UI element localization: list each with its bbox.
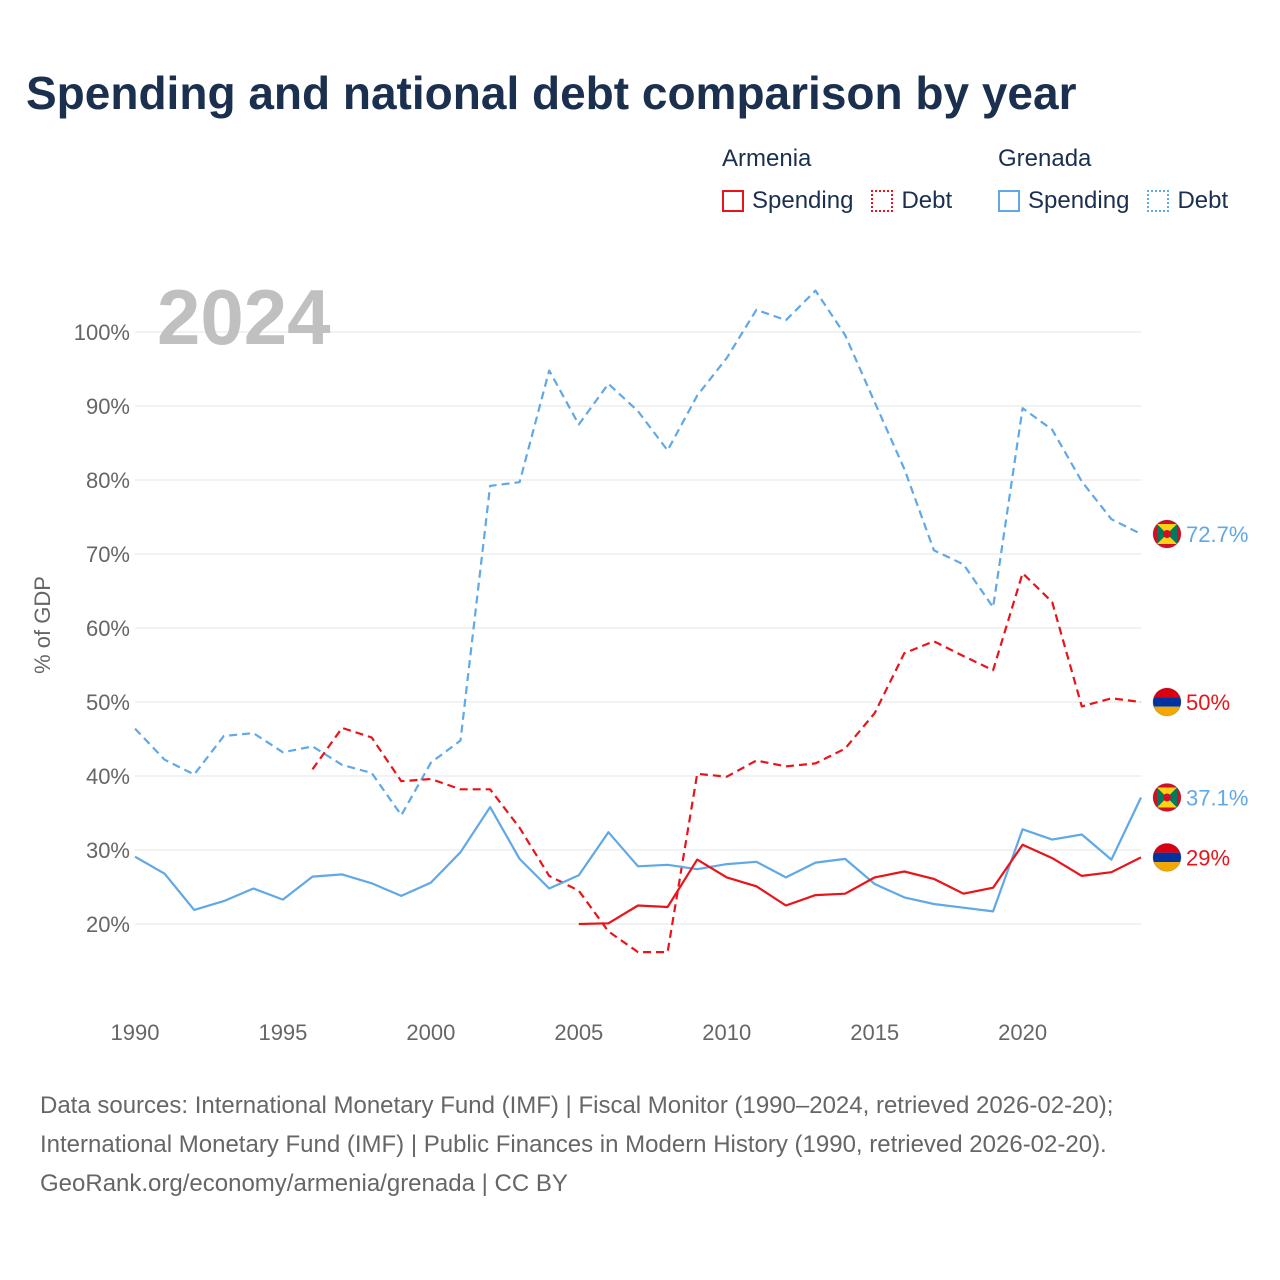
x-tick-label: 1995 bbox=[258, 1020, 307, 1045]
armenia-flag-icon bbox=[1152, 842, 1182, 872]
grenada-flag-icon bbox=[1152, 519, 1182, 549]
line-chart: 2024 % of GDP 20% 30% 40% 50% 60% 70% 80% 90% 10… bbox=[30, 273, 1248, 1045]
footer-attribution[interactable]: GeoRank.org/economy/armenia/grenada | CC… bbox=[40, 1170, 568, 1197]
end-markers: 72.7% 50% 37.1% 29% bbox=[1152, 519, 1248, 872]
y-tick-label: 40% bbox=[86, 764, 130, 789]
legend-label-armenia-spending[interactable]: Spending bbox=[752, 187, 854, 214]
series-lines bbox=[134, 289, 1142, 954]
y-tick-label: 50% bbox=[86, 690, 130, 715]
y-tick-label: 70% bbox=[86, 542, 130, 567]
armenia-debt-line[interactable] bbox=[311, 572, 1142, 954]
y-axis-ticks: 20% 30% 40% 50% 60% 70% 80% 90% 100% bbox=[74, 320, 130, 937]
x-tick-label: 2015 bbox=[850, 1020, 899, 1045]
y-tick-label: 60% bbox=[86, 616, 130, 641]
footer-sources: Data sources: International Monetary Fun… bbox=[40, 1086, 1113, 1203]
y-axis-label: % of GDP bbox=[30, 576, 55, 674]
x-tick-label: 2020 bbox=[998, 1020, 1047, 1045]
year-watermark: 2024 bbox=[157, 273, 331, 361]
grid-lines bbox=[135, 331, 1141, 925]
end-value-label: 72.7% bbox=[1186, 522, 1248, 547]
legend-swatch-armenia-spending bbox=[722, 190, 744, 212]
footer-source-line-1: Data sources: International Monetary Fun… bbox=[40, 1092, 1114, 1119]
chart-title: Spending and national debt comparison by… bbox=[26, 67, 1077, 119]
legend-country-grenada: Grenada bbox=[998, 145, 1092, 172]
grenada-debt-line[interactable] bbox=[134, 289, 1142, 817]
x-axis-ticks: 1990 1995 2000 2005 2010 2015 2020 bbox=[111, 1020, 1048, 1045]
end-value-label: 37.1% bbox=[1186, 785, 1248, 810]
armenia-flag-icon bbox=[1152, 687, 1182, 717]
legend-label-grenada-spending[interactable]: Spending bbox=[1028, 187, 1130, 214]
footer-source-line-2: International Monetary Fund (IMF) | Publ… bbox=[40, 1131, 1107, 1158]
grenada-spending-line[interactable] bbox=[134, 797, 1142, 913]
end-value-label: 50% bbox=[1186, 690, 1230, 715]
legend-swatch-grenada-debt bbox=[1147, 190, 1170, 212]
end-value-label: 29% bbox=[1186, 845, 1230, 870]
legend-label-grenada-debt[interactable]: Debt bbox=[1177, 187, 1229, 214]
legend-group-grenada: Grenada Spending Debt bbox=[998, 145, 1228, 215]
y-tick-label: 20% bbox=[86, 912, 130, 937]
y-tick-label: 100% bbox=[74, 320, 130, 345]
x-tick-label: 2005 bbox=[554, 1020, 603, 1045]
legend-swatch-armenia-debt bbox=[871, 190, 894, 212]
y-tick-label: 30% bbox=[86, 838, 130, 863]
grenada-flag-icon bbox=[1152, 782, 1182, 812]
legend-country-armenia: Armenia bbox=[722, 145, 812, 172]
y-tick-label: 80% bbox=[86, 468, 130, 493]
y-tick-label: 90% bbox=[86, 394, 130, 419]
x-tick-label: 2010 bbox=[702, 1020, 751, 1045]
x-tick-label: 2000 bbox=[406, 1020, 455, 1045]
legend-label-armenia-debt[interactable]: Debt bbox=[901, 187, 953, 214]
legend-group-armenia: Armenia Spending Debt bbox=[722, 145, 952, 215]
armenia-spending-line[interactable] bbox=[578, 843, 1142, 926]
x-tick-label: 1990 bbox=[111, 1020, 160, 1045]
legend-swatch-grenada-spending bbox=[998, 190, 1020, 212]
